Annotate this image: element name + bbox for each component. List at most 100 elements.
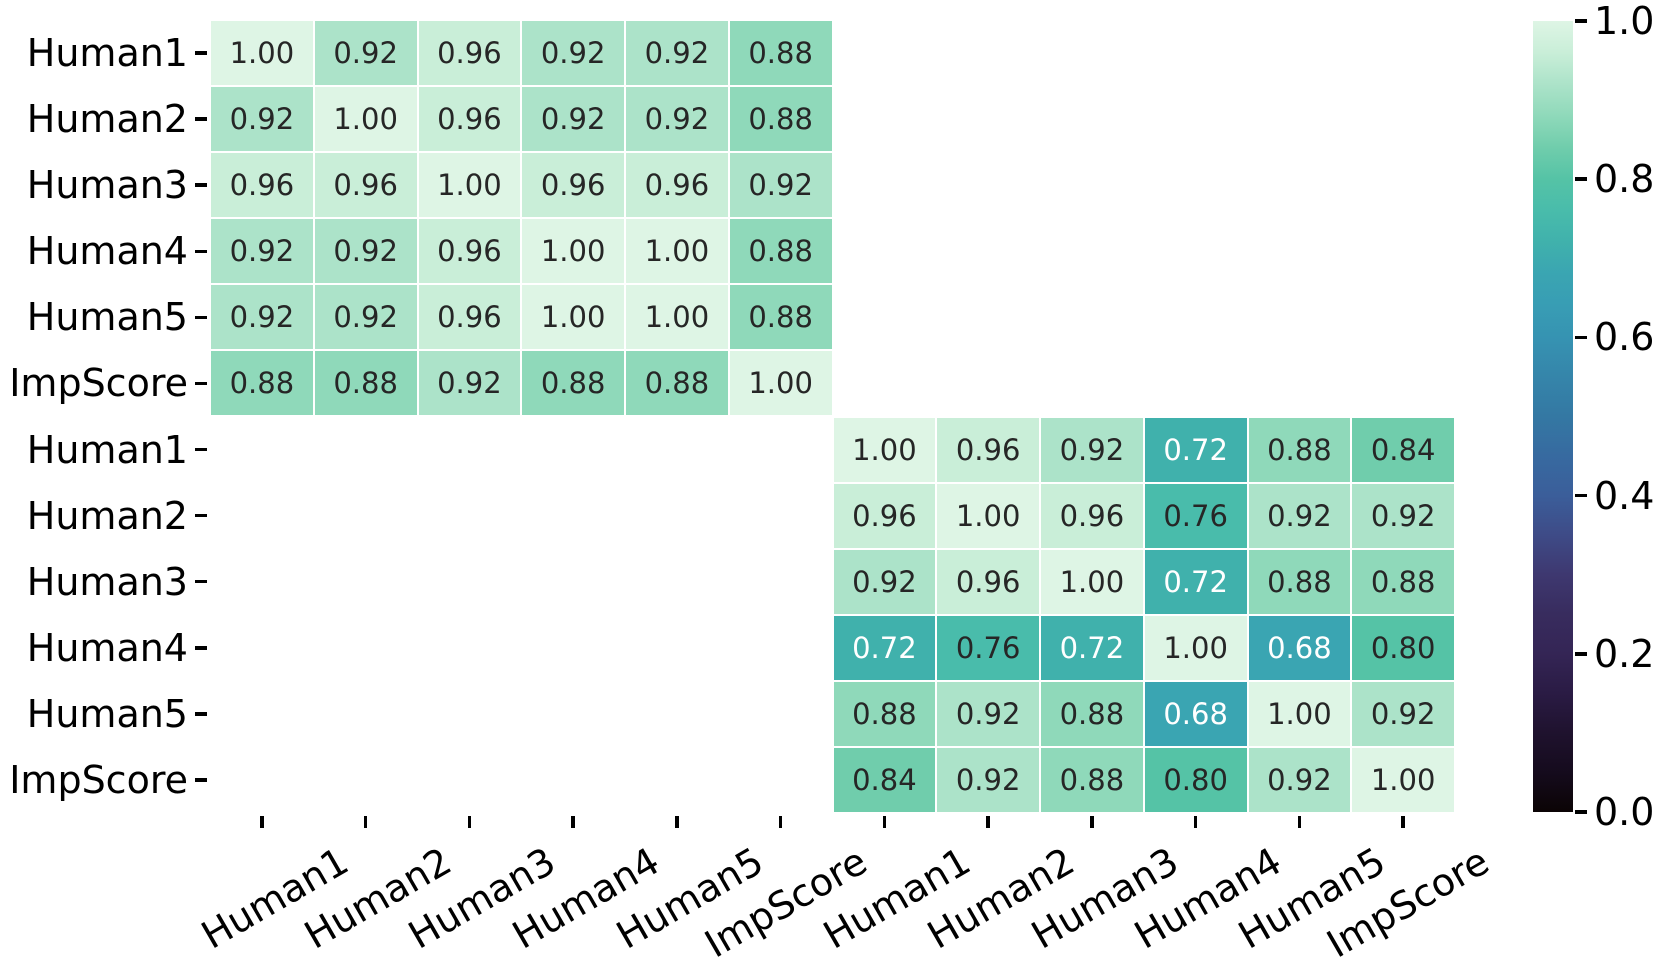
cell-value: 1.00 bbox=[540, 234, 606, 269]
x-tick-mark bbox=[882, 816, 887, 828]
heatmap-cell: 0.68 bbox=[1248, 615, 1351, 680]
colorbar-tick-mark bbox=[1575, 177, 1587, 181]
heatmap-cell: 0.88 bbox=[1352, 549, 1454, 614]
heatmap-cell: 1.00 bbox=[937, 483, 1039, 548]
y-tick-label: Human3 bbox=[26, 559, 188, 604]
heatmap-cell: 0.92 bbox=[418, 351, 521, 416]
x-tick-mark bbox=[571, 816, 575, 828]
heatmap-cell: 0.88 bbox=[211, 351, 313, 416]
heatmap-cell: 0.68 bbox=[1144, 681, 1247, 746]
heatmap-cell: 0.96 bbox=[418, 285, 521, 350]
cell-value: 0.88 bbox=[1267, 432, 1332, 467]
cell-value: 0.88 bbox=[748, 300, 813, 335]
colorbar-tick-label: 0.2 bbox=[1594, 631, 1655, 676]
heatmap-cell: 0.96 bbox=[418, 21, 521, 86]
heatmap-cell: 0.92 bbox=[937, 681, 1039, 746]
cell-value: 0.92 bbox=[229, 102, 295, 137]
y-tick-mark bbox=[195, 447, 207, 452]
cell-value: 1.00 bbox=[644, 300, 710, 335]
colorbar-tick-label: 0.0 bbox=[1594, 790, 1655, 834]
heatmap-cell: 1.00 bbox=[626, 219, 728, 284]
cell-value: 1.00 bbox=[955, 498, 1021, 533]
cell-value: 0.76 bbox=[955, 630, 1021, 665]
heatmap-cell: 0.84 bbox=[833, 747, 936, 812]
y-tick-label: Human5 bbox=[26, 295, 188, 340]
cell-value: 0.84 bbox=[852, 762, 917, 797]
x-tick-mark bbox=[675, 816, 679, 828]
cell-value: 0.92 bbox=[333, 36, 398, 71]
heatmap-cell: 0.96 bbox=[937, 417, 1039, 482]
cell-value: 0.92 bbox=[1370, 498, 1436, 533]
x-tick-mark bbox=[1297, 816, 1302, 828]
y-tick-label: Human1 bbox=[26, 427, 188, 472]
cell-value: 0.84 bbox=[1370, 432, 1436, 467]
cell-value: 1.00 bbox=[1267, 696, 1332, 731]
cell-value: 0.88 bbox=[540, 366, 606, 401]
heatmap-cell: 1.00 bbox=[418, 153, 521, 218]
cell-value: 0.76 bbox=[1163, 498, 1228, 533]
cell-value: 0.80 bbox=[1163, 762, 1228, 797]
heatmap-cell: 0.96 bbox=[418, 87, 521, 152]
cell-value: 0.72 bbox=[852, 630, 917, 665]
x-tick-mark bbox=[363, 816, 368, 828]
cell-value: 0.88 bbox=[1267, 564, 1332, 599]
cell-value: 0.68 bbox=[1163, 696, 1228, 731]
cell-value: 0.92 bbox=[540, 102, 606, 137]
heatmap-cell: 0.92 bbox=[211, 285, 313, 350]
colorbar-tick-mark bbox=[1575, 493, 1587, 498]
cell-value: 1.00 bbox=[748, 366, 813, 401]
cell-value: 0.92 bbox=[1059, 432, 1125, 467]
heatmap-cell: 0.88 bbox=[729, 219, 832, 284]
heatmap-cell: 0.88 bbox=[522, 351, 624, 416]
heatmap-cell: 0.92 bbox=[729, 153, 832, 218]
cell-value: 0.92 bbox=[333, 300, 398, 335]
x-tick-mark bbox=[986, 816, 990, 828]
colorbar-gradient bbox=[1533, 21, 1573, 812]
heatmap-cell: 0.92 bbox=[1352, 483, 1454, 548]
cell-value: 0.92 bbox=[1267, 762, 1332, 797]
heatmap-cell: 0.96 bbox=[626, 153, 728, 218]
heatmap-cell: 0.88 bbox=[729, 285, 832, 350]
cell-value: 0.88 bbox=[644, 366, 710, 401]
y-tick-label: Human4 bbox=[26, 625, 188, 670]
cell-value: 0.88 bbox=[748, 36, 813, 71]
heatmap-cell: 0.88 bbox=[729, 87, 832, 152]
y-tick-label: Human2 bbox=[26, 493, 188, 538]
heatmap-cell: 0.76 bbox=[937, 615, 1039, 680]
cell-value: 0.92 bbox=[333, 234, 398, 269]
y-tick-mark bbox=[195, 315, 207, 320]
heatmap-cell: 0.88 bbox=[1248, 549, 1351, 614]
heatmap-cell: 1.00 bbox=[1352, 747, 1454, 812]
colorbar-tick-label: 0.4 bbox=[1594, 473, 1655, 518]
cell-value: 0.92 bbox=[229, 300, 295, 335]
y-tick-mark bbox=[195, 381, 207, 386]
colorbar-tick-mark bbox=[1575, 335, 1587, 340]
heatmap-cell: 0.72 bbox=[833, 615, 936, 680]
cell-value: 1.00 bbox=[540, 300, 606, 335]
heatmap-cell: 0.92 bbox=[314, 285, 417, 350]
heatmap-cell: 0.88 bbox=[626, 351, 728, 416]
x-tick-mark bbox=[778, 816, 783, 828]
cell-value: 0.88 bbox=[748, 234, 813, 269]
cell-value: 1.00 bbox=[644, 234, 710, 269]
heatmap-cell: 0.72 bbox=[1144, 417, 1247, 482]
cell-value: 0.92 bbox=[644, 36, 710, 71]
cell-value: 1.00 bbox=[852, 432, 917, 467]
colorbar-tick-label: 0.8 bbox=[1594, 157, 1655, 202]
y-tick-label: ImpScore bbox=[9, 757, 188, 802]
y-tick-label: Human5 bbox=[26, 691, 188, 736]
heatmap-cell: 1.00 bbox=[522, 285, 624, 350]
heatmap-cell: 1.00 bbox=[833, 417, 936, 482]
cell-value: 0.96 bbox=[437, 234, 502, 269]
heatmap-cell: 0.92 bbox=[1248, 483, 1351, 548]
y-tick-mark bbox=[195, 646, 207, 650]
heatmap-cell: 0.92 bbox=[626, 21, 728, 86]
heatmap-cell: 0.92 bbox=[314, 21, 417, 86]
cell-value: 0.92 bbox=[229, 234, 295, 269]
y-tick-mark bbox=[195, 579, 207, 584]
cell-value: 0.92 bbox=[1267, 498, 1332, 533]
cell-value: 1.00 bbox=[229, 36, 295, 71]
x-tick-mark bbox=[1193, 816, 1198, 828]
heatmap-cell: 1.00 bbox=[729, 351, 832, 416]
cell-value: 0.68 bbox=[1267, 630, 1332, 665]
